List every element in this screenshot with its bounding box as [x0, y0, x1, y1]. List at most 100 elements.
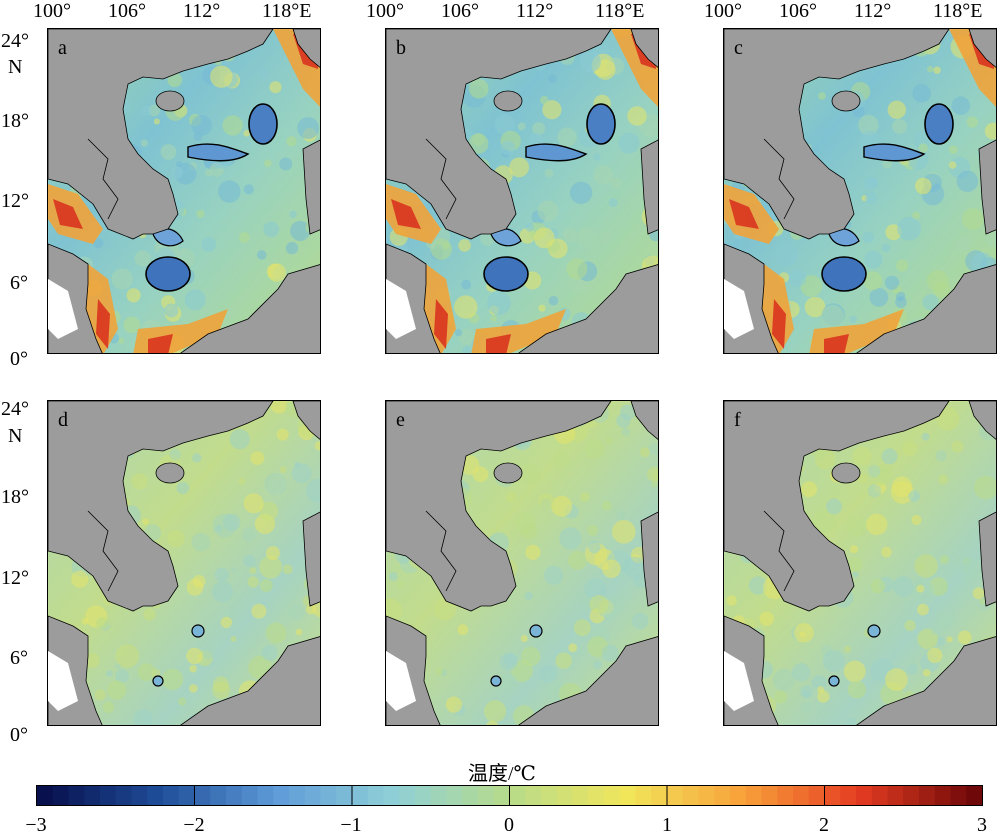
- cold-band: [525, 143, 588, 162]
- colorbar-segment: [934, 786, 951, 805]
- colorbar-segment: [68, 786, 85, 805]
- sst-patch: [938, 474, 949, 485]
- sst-patch: [618, 132, 640, 154]
- lon-tick-106-a: 106°: [108, 0, 146, 22]
- sst-patch: [601, 644, 619, 662]
- cold-eddy-north: [924, 103, 954, 145]
- colorbar-segment: [241, 786, 258, 805]
- colorbar-segment: [352, 786, 369, 805]
- sst-patch: [264, 159, 272, 168]
- sst-patch: [210, 65, 233, 88]
- panel-letter-d: d: [58, 409, 68, 431]
- colorbar-segment: [604, 786, 621, 805]
- sst-patch: [646, 466, 658, 482]
- sst-patch: [239, 232, 250, 243]
- sst-patch: [454, 329, 463, 337]
- cold-band: [187, 143, 250, 162]
- sst-patch: [261, 645, 278, 661]
- sst-patch: [569, 181, 593, 204]
- panel-letter-b: b: [396, 37, 406, 59]
- sst-patch: [243, 493, 264, 514]
- sst-patch: [801, 481, 818, 498]
- sst-patch: [538, 664, 558, 684]
- lat-unit-top: N: [8, 56, 23, 78]
- map-panel-b: b: [385, 28, 659, 354]
- sst-patch: [267, 263, 287, 282]
- sst-patch: [544, 168, 554, 178]
- hot-anomaly: [53, 199, 83, 229]
- colorbar-segment: [714, 786, 731, 805]
- sst-patch: [263, 221, 280, 238]
- land: [856, 636, 996, 725]
- lat-tick-12-top: 12°: [1, 190, 29, 212]
- colorbar-segment: [556, 786, 573, 805]
- sst-patch: [868, 178, 878, 187]
- sst-patch: [955, 554, 973, 572]
- sst-patch: [243, 184, 254, 195]
- sst-patch: [610, 177, 622, 189]
- sst-patch: [863, 271, 883, 291]
- sst-patch: [286, 136, 297, 147]
- cold-eddy-south: [821, 256, 867, 292]
- cold-eddy-north: [248, 103, 278, 145]
- sst-patch: [71, 570, 89, 588]
- sst-patch: [897, 216, 921, 241]
- land: [180, 636, 320, 725]
- map-panel-e: e: [385, 400, 659, 726]
- sst-patch: [931, 628, 939, 635]
- colorbar-segment: [430, 786, 447, 805]
- colorbar: [36, 785, 983, 806]
- sst-patch: [935, 450, 947, 462]
- sst-patch: [631, 612, 649, 630]
- sst-patch: [269, 81, 282, 94]
- sst-patch: [458, 239, 471, 252]
- sst-patch: [115, 669, 129, 683]
- sst-patch: [852, 446, 872, 466]
- lat-unit-bottom: N: [8, 425, 23, 447]
- sst-patch: [915, 177, 932, 195]
- sst-patch: [388, 571, 398, 581]
- colorbar-segment: [273, 786, 290, 805]
- sst-patch: [279, 157, 293, 171]
- colorbar-segment: [541, 786, 558, 805]
- sst-patch: [167, 72, 183, 88]
- hot-anomaly: [772, 299, 786, 349]
- sst-patch: [961, 208, 984, 231]
- land: [48, 401, 274, 612]
- colorbar-segment: [619, 786, 636, 805]
- colorbar-segment: [147, 786, 164, 805]
- sst-patch: [169, 448, 181, 461]
- sst-patch: [524, 591, 533, 601]
- colorbar-tick-0: 0: [504, 814, 514, 836]
- sst-patch: [243, 554, 256, 568]
- land: [386, 29, 612, 240]
- sst-patch: [184, 289, 206, 311]
- panel-letter-c: c: [734, 37, 743, 59]
- colorbar-segment: [730, 786, 747, 805]
- lon-tick-112-b: 112°: [516, 0, 554, 22]
- sst-patch: [259, 555, 283, 579]
- border-line: [87, 138, 119, 220]
- colorbar-segment: [163, 786, 180, 805]
- sst-patch: [866, 513, 888, 536]
- colorbar-segment: [100, 786, 117, 805]
- hot-anomaly: [486, 334, 511, 353]
- sst-patch: [621, 427, 631, 437]
- lat-tick-0-bottom: 0°: [10, 724, 28, 746]
- sst-patch: [386, 598, 402, 623]
- map-panel-d: d: [47, 400, 321, 726]
- sst-patch: [608, 198, 618, 208]
- sst-patch: [627, 106, 647, 126]
- colorbar-segment: [966, 786, 983, 805]
- sst-patch: [896, 291, 906, 302]
- lon-tick-112-c: 112°: [854, 0, 892, 22]
- sst-patch: [142, 518, 149, 525]
- sst-patch: [538, 493, 555, 510]
- sst-patch: [123, 316, 141, 334]
- sst-patch: [864, 191, 878, 205]
- colorbar-segment: [115, 786, 132, 805]
- land: [518, 636, 658, 725]
- sst-patch: [498, 673, 518, 693]
- land: [856, 264, 996, 353]
- sst-patch: [892, 576, 914, 597]
